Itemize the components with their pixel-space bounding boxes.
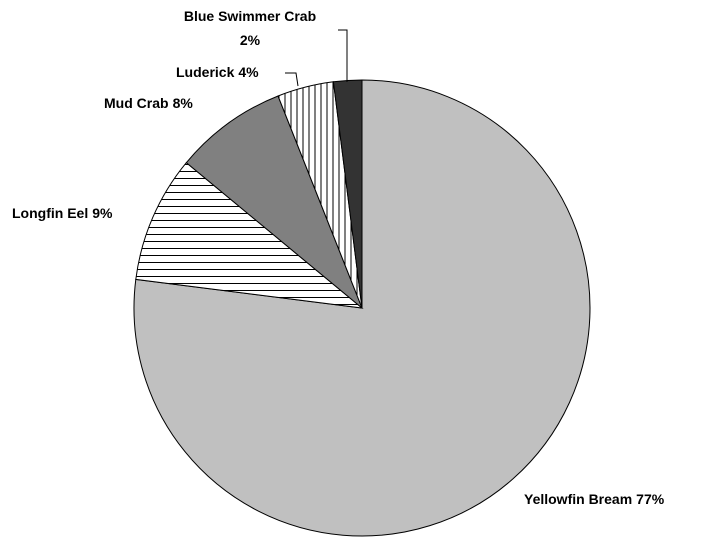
label-name: Blue Swimmer Crab [184,8,316,24]
label-value: 8% [173,95,194,111]
pie-slice [133,79,591,537]
label-name: Mud Crab [104,95,169,111]
pie-slice [185,95,363,309]
label-value: 4% [238,64,259,80]
label-name: Yellowfin Bream [524,491,632,507]
data-label: Luderick 4% [176,64,259,80]
data-label: Mud Crab 8% [104,95,193,111]
leader-line [338,29,348,82]
label-name: Longfin Eel [12,205,88,221]
label-value: 77% [636,491,665,507]
pie-slice [332,79,363,309]
label-value: 2% [240,32,261,48]
data-label: Yellowfin Bream 77% [524,491,665,507]
data-label: Longfin Eel 9% [12,205,113,221]
label-name: Luderick [176,64,235,80]
label-value: 9% [92,205,113,221]
leader-line [285,72,299,87]
data-label: Blue Swimmer Crab 2% [184,8,316,48]
pie-slice [135,161,364,309]
